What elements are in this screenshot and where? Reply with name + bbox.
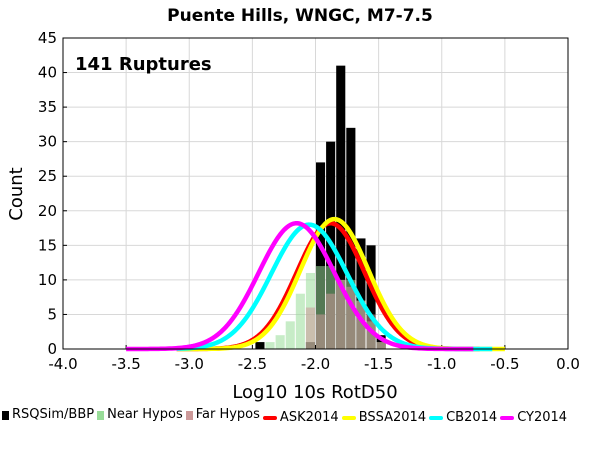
histogram-bar <box>316 266 326 349</box>
x-tick-label: -2.5 <box>238 355 267 373</box>
legend-item: Near Hypos <box>97 404 183 426</box>
legend-item: BSSA2014 <box>341 407 427 429</box>
x-tick-label: -3.0 <box>175 355 204 373</box>
histogram-bar <box>356 300 366 349</box>
curve-cy2014 <box>126 221 474 352</box>
x-tick-label: -4.0 <box>48 355 77 373</box>
y-tick-label: 5 <box>47 305 57 323</box>
x-tick-label: 0.0 <box>556 355 580 373</box>
legend-item: ASK2014 <box>262 407 339 429</box>
histogram-bar <box>336 65 346 350</box>
histogram-bar <box>285 321 295 349</box>
histogram-bar <box>356 238 366 349</box>
x-tick-label: -1.0 <box>427 355 456 373</box>
histogram-bar <box>255 342 265 349</box>
x-tick-label: -0.5 <box>490 355 519 373</box>
legend-swatch <box>500 415 515 420</box>
histogram-bar <box>346 286 356 349</box>
y-tick-labels: 0 5 10 15 20 25 30 35 40 45 <box>38 29 57 358</box>
y-tick-label: 0 <box>47 340 57 358</box>
grid-lines <box>62 37 569 350</box>
y-tick-label: 30 <box>38 133 57 151</box>
y-tick-label: 20 <box>38 202 57 220</box>
histogram-bar <box>316 162 326 349</box>
legend: RSQSim/BBP Near Hypos Far Hypos ASK2014 BSSA… <box>2 404 598 429</box>
legend-label: CB2014 <box>446 409 498 425</box>
x-tick-label: -3.5 <box>111 355 140 373</box>
legend-swatch <box>429 415 444 420</box>
legend-label: RSQSim/BBP <box>12 407 95 422</box>
legend-label: ASK2014 <box>279 409 339 425</box>
histogram-bar <box>376 335 386 349</box>
y-tick-label: 10 <box>38 271 57 289</box>
x-axis-label: Log10 10s RotD50 <box>232 382 397 403</box>
histogram-bar <box>316 314 326 349</box>
legend-label: Far Hypos <box>195 407 260 422</box>
legend-swatch <box>185 410 193 420</box>
rupture-count-annotation: 141 Ruptures <box>75 54 212 75</box>
x-tick-labels: -4.0 -3.5 -3.0 -2.5 -2.0 -1.5 -1.0 -0.5 0.0 <box>48 355 580 373</box>
y-axis-label: Count <box>6 167 27 220</box>
legend-item: CY2014 <box>500 407 567 429</box>
histogram-bar <box>376 342 386 349</box>
histogram-bar <box>265 342 275 349</box>
plot-frame <box>62 37 569 350</box>
legend-label: Near Hypos <box>107 407 183 422</box>
legend-swatch <box>97 410 105 420</box>
y-tick-label: 45 <box>38 29 57 47</box>
histogram-bar <box>326 293 336 349</box>
x-tick-label: -1.5 <box>364 355 393 373</box>
histogram-bar <box>366 245 376 349</box>
histogram-bar <box>295 293 305 349</box>
y-tick-label: 35 <box>38 98 57 116</box>
legend-swatch <box>262 415 277 420</box>
legend-item: RSQSim/BBP <box>2 404 94 426</box>
legend-item: CB2014 <box>429 407 497 429</box>
legend-label: CY2014 <box>517 409 568 425</box>
legend-item: Far Hypos <box>185 404 260 426</box>
histogram-bar <box>275 335 285 349</box>
histogram-bar <box>305 307 315 349</box>
histogram-bar <box>336 279 346 349</box>
y-tick-label: 40 <box>38 64 57 82</box>
y-tick-label: 15 <box>38 236 57 254</box>
legend-label: BSSA2014 <box>358 409 427 425</box>
legend-swatch <box>2 410 9 420</box>
histogram-bar <box>346 127 356 349</box>
x-tick-label: -2.0 <box>301 355 330 373</box>
legend-swatch <box>341 415 356 420</box>
y-tick-label: 25 <box>38 167 57 185</box>
chart-title: Puente Hills, WNGC, M7-7.5 <box>167 6 433 26</box>
